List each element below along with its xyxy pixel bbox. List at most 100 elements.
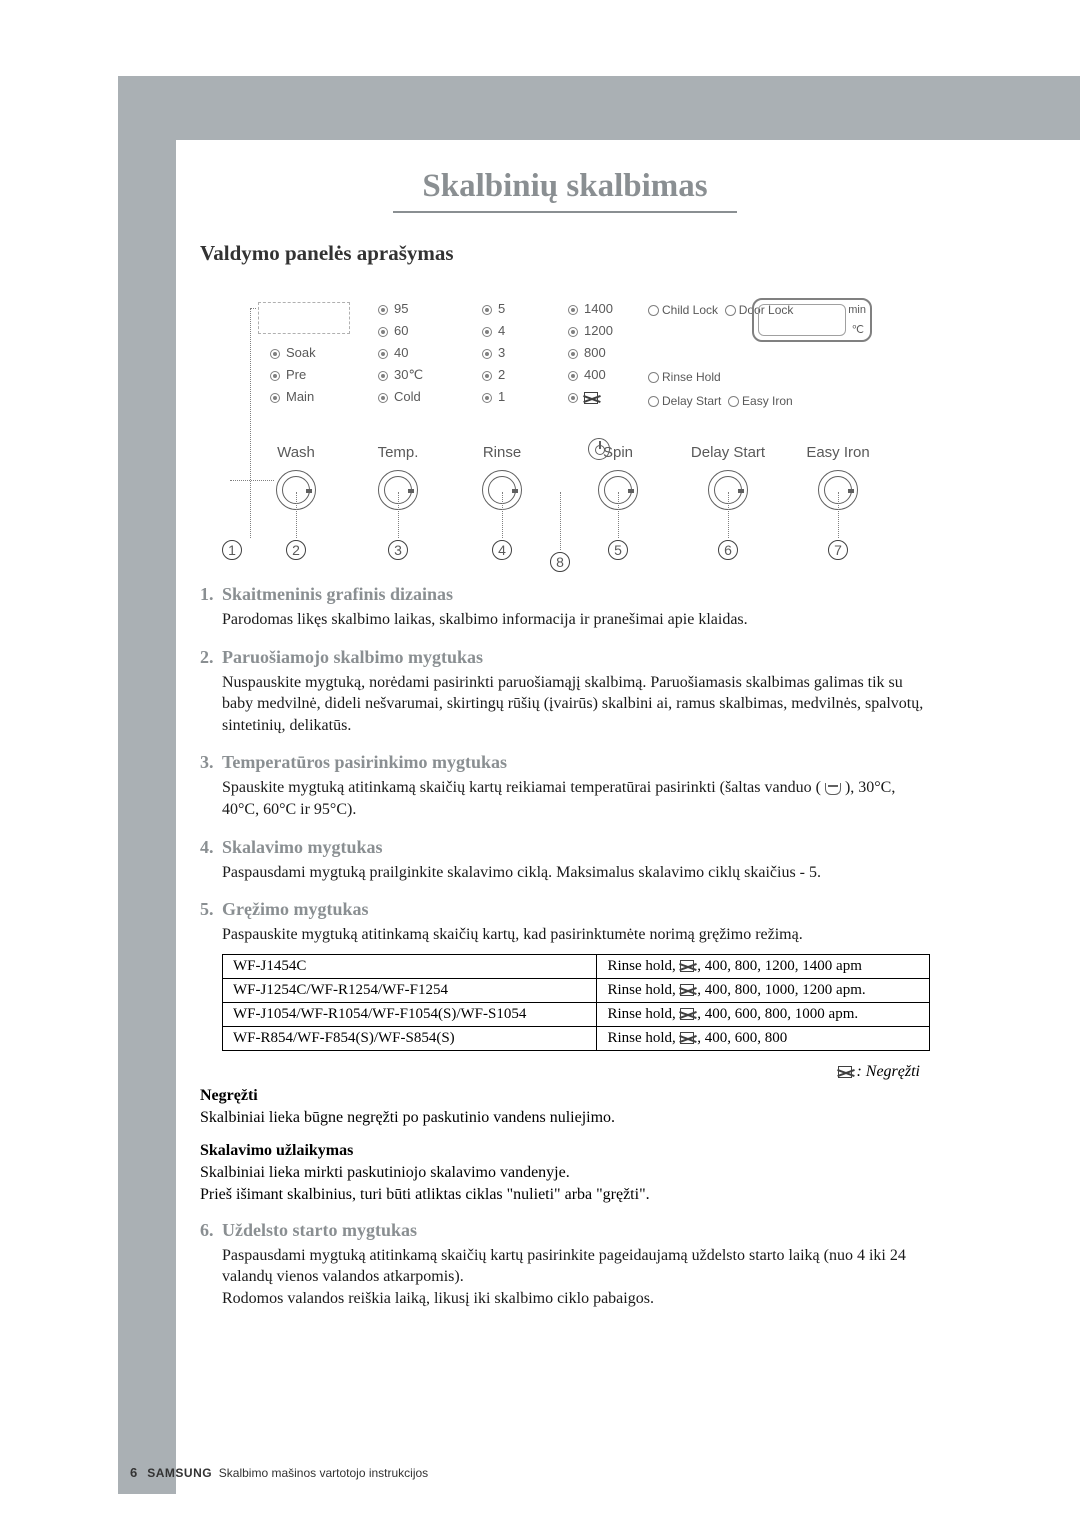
page-number: 6 [130,1465,137,1480]
status-mid: Rinse Hold [648,366,721,388]
spin-opt: 1200 [584,323,613,338]
section-body: Parodomas likęs skalbimo laikas, skalbim… [200,609,930,631]
no-spin-icon [584,392,598,404]
text: Spauskite mygtuką atitinkamą skaičių kar… [222,779,825,796]
rinse-opt: 3 [498,345,505,360]
table-cell: WF-R854/WF-F854(S)/WF-S854(S) [223,1026,597,1050]
callout-num: 3 [388,540,408,560]
side-bar [118,76,176,1494]
table-cell: Rinse hold, , 400, 600, 800 [597,1026,930,1050]
no-spin-icon [680,1008,694,1020]
status-label: Child Lock [662,303,718,317]
page-footer: 6 SAMSUNG Skalbimo mašinos vartotojo ins… [130,1465,428,1480]
temp-opt: Cold [394,389,421,404]
section-6: 6.Uždelsto starto mygtukas Paspausdami m… [200,1220,930,1310]
table-cell: Rinse hold, , 400, 600, 800, 1000 apm. [597,1002,930,1026]
callout-line [502,492,503,538]
section-5: 5.Gręžimo mygtukas Paspauskite mygtuką a… [200,899,930,946]
section-body: Nuspauskite mygtuką, norėdami pasirinkti… [200,672,930,737]
header-bar [118,76,1080,140]
callout-num: 8 [550,552,570,572]
callout-num: 7 [828,540,848,560]
rinse-opt: 4 [498,323,505,338]
callout-line [560,492,561,550]
sub-negrezti: Negręžti Skalbiniai lieka būgne negręžti… [200,1087,930,1129]
section-4: 4.Skalavimo mygtukas Paspausdami mygtuką… [200,837,930,884]
page-title: Skalbinių skalbimas [200,168,930,211]
rinse-opt: 5 [498,301,505,316]
section-num: 6. [200,1220,222,1241]
display-window [258,302,350,334]
wash-opt: Soak [286,345,316,360]
no-spin-icon [680,960,694,972]
unit-min: min [848,304,866,316]
callout-line [296,492,297,538]
no-spin-icon [838,1066,852,1078]
sub-body: Skalbiniai lieka būgne negręžti po pasku… [200,1107,930,1129]
section-3: 3.Temperatūros pasirinkimo mygtukas Spau… [200,752,930,820]
knob-label: Rinse [462,444,542,461]
table-row: WF-J1454C Rinse hold, , 400, 800, 1200, … [223,954,930,978]
table-cell: WF-J1054/WF-R1054/WF-F1054(S)/WF-S1054 [223,1002,597,1026]
temp-column: 95 60 40 30℃ Cold [378,298,423,408]
section-num: 1. [200,584,222,605]
table-cell: Rinse hold, , 400, 800, 1200, 1400 apm [597,954,930,978]
sub-body: Skalbiniai lieka mirkti paskutiniojo ska… [200,1162,930,1205]
section-num: 5. [200,899,222,920]
section-num: 4. [200,837,222,858]
table-row: WF-J1254C/WF-R1254/WF-F1254 Rinse hold, … [223,978,930,1002]
sub-heading: Negręžti [200,1087,930,1105]
section-subtitle: Valdymo panelės aprašymas [200,241,930,266]
temp-opt: 95 [394,301,408,316]
knob-label: Wash [256,444,336,461]
table-row: WF-J1054/WF-R1054/WF-F1054(S)/WF-S1054 R… [223,1002,930,1026]
wash-opt: Pre [286,367,306,382]
callout-num: 1 [222,540,242,560]
table-cell: WF-J1454C [223,954,597,978]
section-heading: Skalavimo mygtukas [222,837,383,858]
sub-skalavimo: Skalavimo užlaikymas Skalbiniai lieka mi… [200,1142,930,1205]
rinse-opt: 1 [498,389,505,404]
section-body: Paspausdami mygtuką prailginkite skalavi… [200,862,930,884]
status-label: Easy Iron [742,394,793,408]
callout-line [618,492,619,538]
table-cell: WF-J1254C/WF-R1254/WF-F1254 [223,978,597,1002]
section-1: 1.Skaitmeninis grafinis dizainas Parodom… [200,584,930,631]
wash-column: Soak Pre Main [270,342,316,408]
float-note: : Negręžti [200,1063,930,1081]
status-bot: Delay Start Easy Iron [648,390,793,412]
spin-opt: 800 [584,345,606,360]
model-table: WF-J1454C Rinse hold, , 400, 800, 1200, … [222,954,930,1051]
temp-display-window: min ℃ [752,298,872,342]
callout-line [728,492,729,538]
no-spin-icon [680,1032,694,1044]
callout-line [250,308,251,538]
section-body: Paspauskite mygtuką atitinkamą skaičių k… [200,924,930,946]
callout-line [230,480,274,481]
status-label: Rinse Hold [662,370,721,384]
basin-icon [825,783,841,795]
callout-num: 5 [608,540,628,560]
section-heading: Skaitmeninis grafinis dizainas [222,584,453,605]
footer-text: Skalbimo mašinos vartotojo instrukcijos [219,1466,428,1480]
temp-opt: 40 [394,345,408,360]
no-spin-icon [680,984,694,996]
callout-line [398,492,399,538]
temp-opt: 60 [394,323,408,338]
section-body: Paspausdami mygtuką atitinkamą skaičių k… [200,1245,930,1310]
knob-label: Delay Start [673,444,783,461]
section-body: Spauskite mygtuką atitinkamą skaičių kar… [200,777,930,820]
knob-label: Temp. [358,444,438,461]
callout-num: 4 [492,540,512,560]
status-label: Delay Start [662,394,721,408]
temp-opt: 30℃ [394,367,423,382]
section-heading: Uždelsto starto mygtukas [222,1220,417,1241]
control-panel-diagram: Soak Pre Main 95 60 40 30℃ Cold 5 4 3 2 … [250,294,880,554]
section-2: 2.Paruošiamojo skalbimo mygtukas Nuspaus… [200,647,930,737]
callout-num: 6 [718,540,738,560]
note-text: : Negręžti [852,1063,920,1080]
unit-c: ℃ [852,323,864,336]
table-cell: Rinse hold, , 400, 800, 1000, 1200 apm. [597,978,930,1002]
callout-num: 2 [286,540,306,560]
knob-label: Easy Iron [788,444,888,461]
